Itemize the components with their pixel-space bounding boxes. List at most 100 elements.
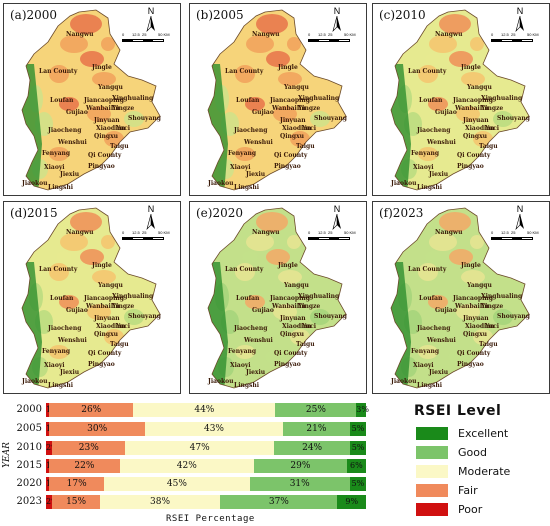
scale-tick-label: 25	[142, 32, 147, 37]
place-name: Xiaoyi	[44, 164, 65, 171]
place-name: Lingshi	[234, 184, 260, 191]
scale-tick-label: 0	[308, 230, 311, 235]
legend-label: Excellent	[458, 427, 509, 440]
bar-segment	[125, 441, 275, 455]
bar-segment	[350, 441, 366, 455]
place-name: Shouyang	[128, 313, 161, 320]
bar-segment	[49, 403, 134, 417]
place-name: Xinghualing	[298, 293, 340, 300]
place-name: Loufan	[236, 295, 260, 302]
bar-segment	[46, 441, 53, 455]
place-name: Wenshui	[244, 337, 273, 344]
panel-label: (b)2005	[196, 8, 244, 22]
place-name: Qingxu	[463, 331, 488, 338]
bar-segment	[356, 403, 366, 417]
place-name: Yuci	[302, 125, 317, 132]
scale-tick-label: 50 KM	[527, 32, 539, 37]
place-name: Fenyang	[228, 348, 257, 355]
place-name: Jiancaoping	[453, 295, 493, 302]
place-name: Jinyuan	[94, 117, 120, 124]
legend-label: Good	[458, 446, 487, 459]
bar-segment	[46, 477, 50, 491]
bar-value-label: 23%	[78, 443, 99, 453]
bar-value-label: 47%	[189, 443, 210, 453]
place-name: Lingshi	[234, 382, 260, 389]
place-name: Taigu	[110, 143, 129, 150]
place-name: Yuci	[485, 125, 500, 132]
place-name: Loufan	[236, 97, 260, 104]
bar-value-label: 25%	[305, 405, 326, 415]
scale-tick-label: 12.5	[132, 230, 140, 235]
place-name: Pingyao	[457, 163, 484, 170]
scale-bar: 0 12.5 25 50 KM	[122, 230, 178, 240]
scale-tick-label: 50 KM	[344, 230, 356, 235]
panel-label: (a)2000	[10, 8, 58, 22]
place-name: Xiaodian	[96, 125, 126, 132]
place-name: Lingshi	[48, 184, 74, 191]
legend-swatch	[416, 427, 448, 440]
place-name: Jiexiu	[60, 171, 80, 178]
place-name: Wanbailin	[86, 303, 120, 310]
bar-segment	[249, 477, 350, 491]
place-name: Taigu	[479, 143, 498, 150]
bar-value-label: 3%	[356, 405, 369, 414]
scale-tick-label: 0	[491, 230, 494, 235]
place-name: Loufan	[419, 295, 443, 302]
bar-segment	[346, 459, 366, 473]
panel-label: (c)2010	[379, 8, 426, 22]
place-name: Xiaoyi	[413, 362, 434, 369]
place-name: Wanbailin	[455, 303, 489, 310]
place-name: Jinyuan	[463, 315, 489, 322]
place-name: Yangqu	[467, 282, 492, 289]
place-name: Loufan	[419, 97, 443, 104]
bar-segment	[145, 422, 283, 436]
place-name: Jinyuan	[463, 117, 489, 124]
bar-value-label: 30%	[87, 424, 108, 434]
place-name: Jiaokou	[391, 378, 417, 385]
north-arrow-icon: N	[513, 7, 527, 36]
year-label: 2005	[16, 423, 42, 434]
place-name: Taigu	[110, 341, 129, 348]
place-name: Yuci	[485, 323, 500, 330]
place-name: Lan County	[408, 68, 447, 75]
place-name: Gujiao	[435, 307, 457, 314]
place-name: Jiaokou	[208, 378, 234, 385]
place-name: Jingle	[92, 262, 112, 269]
scale-tick-label: 50 KM	[344, 32, 356, 37]
map-area	[21, 9, 161, 191]
bar-segment	[52, 495, 100, 509]
place-name: Qi County	[274, 152, 308, 159]
bar-segment	[49, 459, 120, 473]
place-name: Xiaodian	[96, 323, 126, 330]
y-axis-title: YEAR	[1, 442, 12, 468]
place-name: Wanbailin	[272, 105, 306, 112]
place-name: Yingze	[298, 303, 321, 310]
panel-label: (f)2023	[379, 206, 424, 220]
bar-value-label: 5%	[351, 424, 365, 433]
bar-segment	[274, 441, 351, 455]
scale-tick-label: 0	[308, 32, 311, 37]
year-label: 2015	[16, 460, 42, 471]
place-name: Nangwu	[66, 31, 94, 38]
scale-tick-label: 12.5	[318, 32, 326, 37]
bar-segment	[49, 477, 105, 491]
legend-label: Moderate	[458, 465, 511, 478]
place-name: Jiaocheng	[417, 127, 451, 134]
place-name: Gujiao	[435, 109, 457, 116]
bar-segment	[282, 422, 350, 436]
place-name: Fenyang	[411, 150, 440, 157]
bar-segment	[46, 403, 50, 417]
place-name: Jiaokou	[391, 180, 417, 187]
place-name: Jingle	[461, 262, 481, 269]
place-name: Lingshi	[417, 382, 443, 389]
scale-tick-label: 25	[142, 230, 147, 235]
bar-value-label: 43%	[203, 424, 224, 434]
bar-segment	[254, 459, 347, 473]
place-name: Xiaodian	[282, 125, 312, 132]
bar-value-label: 44%	[194, 405, 215, 415]
place-name: Fenyang	[42, 348, 71, 355]
place-name: Shouyang	[314, 313, 347, 320]
scale-tick-label: 0	[122, 230, 125, 235]
bar-value-label: 6%	[350, 461, 363, 470]
bar-segment	[52, 441, 126, 455]
